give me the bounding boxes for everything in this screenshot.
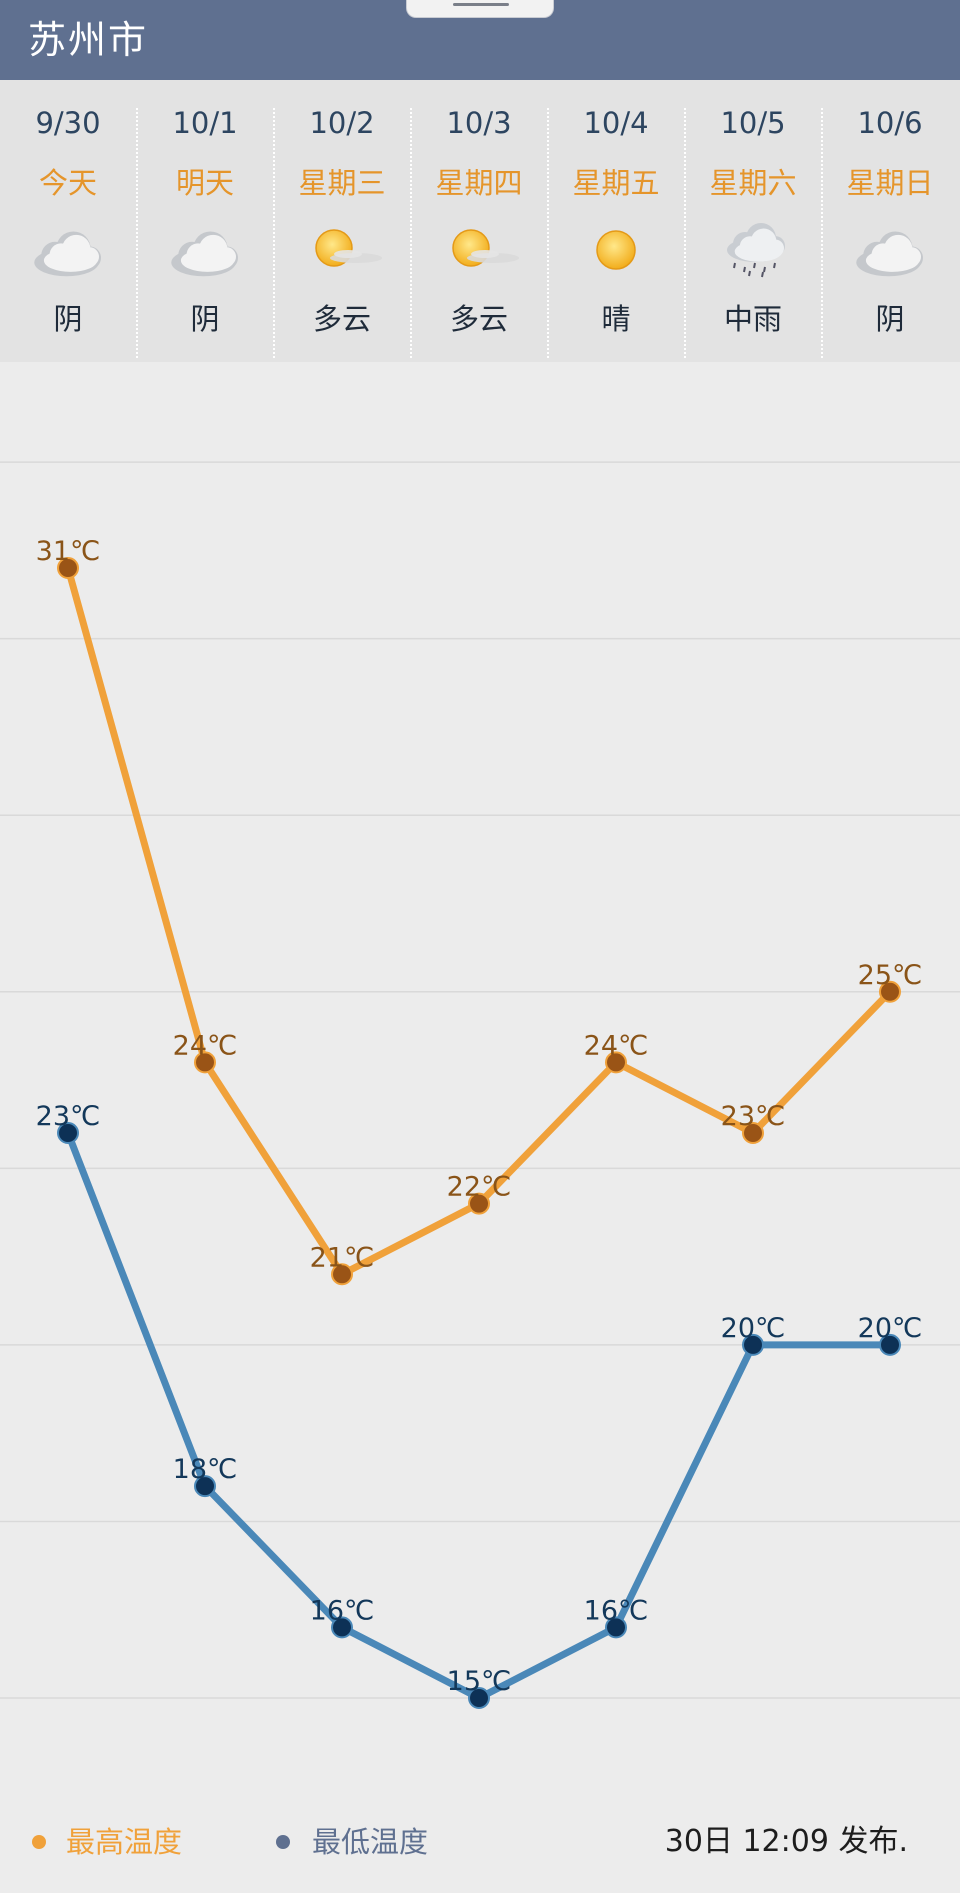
legend-high-label: 最高温度 [66,1825,183,1859]
forecast-weekday: 星期三 [298,166,386,200]
forecast-weekday: 今天 [38,166,97,200]
forecast-condition: 阴 [875,302,905,336]
day-separator [821,108,823,358]
forecast-weekday: 明天 [175,166,234,200]
low-temperature-label: 23℃ [36,1101,101,1132]
rain-cloud-icon [705,220,801,280]
forecast-condition: 多云 [312,302,371,336]
day-separator [410,108,412,358]
high-temperature-point [605,1051,627,1074]
high-temperature-label: 24℃ [173,1030,238,1061]
forecast-condition: 多云 [449,302,508,336]
low-temperature-label: 16℃ [310,1595,375,1626]
temperature-chart: 31℃ 24℃ 21℃ 22℃ 24℃ 23℃ 25℃ 23℃ 18℃ 16℃ 15℃ 16℃ 20℃ 2… [0,461,960,1709]
sun-behind-cloud-icon [431,220,527,280]
forecast-day: 10/2 星期三 多云 [274,80,410,362]
sun-behind-cloud-icon [294,220,390,280]
publish-time: 30日 12:09 发布. [664,1824,908,1859]
high-temperature-label: 24℃ [584,1030,649,1061]
day-separator [547,108,549,358]
high-temperature-point [468,1192,490,1215]
high-temperature-point [331,1263,353,1286]
high-temperature-point [742,1122,764,1144]
low-temperature-point [331,1616,353,1639]
low-temperature-point [742,1333,764,1356]
forecast-date: 10/4 [583,106,649,140]
legend-high-dot-icon [32,1835,46,1849]
high-temperature-label: 21℃ [310,1242,375,1273]
chart-legend: 最高温度 最低温度 30日 12:09 发布. [0,1820,960,1870]
low-temperature-label: 18℃ [173,1454,238,1485]
forecast-date: 10/6 [857,106,923,140]
day-separator [684,108,686,358]
legend-low-label: 最低温度 [312,1825,429,1859]
forecast-weekday: 星期六 [709,166,797,200]
high-temperature-label: 31℃ [36,536,101,567]
overcast-cloud-icon [157,220,253,280]
low-temperature-point [879,1333,901,1356]
forecast-day: 10/4 星期五 晴 [548,80,684,362]
overcast-cloud-icon [842,220,938,280]
drag-handle[interactable] [406,0,554,18]
forecast-date: 10/3 [446,106,512,140]
low-temperature-label: 20℃ [858,1313,923,1344]
overcast-cloud-icon [20,220,116,280]
forecast-condition: 阴 [190,302,220,336]
drag-handle-grip-icon [453,3,509,6]
low-temperature-label: 15℃ [447,1666,512,1697]
daily-forecast-strip: 9/30 今天 阴 10/1 明天 阴 10/2 星期三 [0,80,960,362]
low-temperature-label: 16℃ [584,1595,649,1626]
forecast-date: 9/30 [35,106,101,140]
city-name: 苏州市 [28,18,149,62]
low-temperature-point [57,1122,79,1144]
forecast-condition: 中雨 [723,302,782,336]
high-temperature-label: 23℃ [721,1101,786,1132]
legend-low-dot-icon [276,1835,290,1849]
forecast-day: 10/3 星期四 多云 [411,80,547,362]
forecast-condition: 阴 [53,302,83,336]
forecast-condition: 晴 [601,302,631,336]
low-temperature-point [605,1616,627,1639]
forecast-day: 10/6 星期日 阴 [822,80,958,362]
forecast-day: 10/1 明天 阴 [137,80,273,362]
high-temperature-point [879,980,901,1003]
high-temperature-point [57,557,79,579]
sun-icon [568,220,664,280]
low-temperature-point [468,1687,490,1709]
high-temperature-point [194,1051,216,1074]
low-temperature-label: 20℃ [721,1313,786,1344]
forecast-day: 10/5 星期六 中雨 [685,80,821,362]
low-temperature-line [64,1129,894,1702]
forecast-date: 10/5 [720,106,786,140]
forecast-weekday: 星期四 [435,166,523,200]
forecast-date: 10/2 [309,106,375,140]
low-temperature-point [194,1475,216,1498]
high-temperature-label: 25℃ [858,960,923,991]
high-temperature-label: 22℃ [447,1172,512,1203]
forecast-weekday: 星期日 [846,166,934,200]
forecast-day: 9/30 今天 阴 [0,80,136,362]
forecast-date: 10/1 [172,106,238,140]
day-separator [136,108,138,358]
forecast-weekday: 星期五 [572,166,660,200]
day-separator [273,108,275,358]
